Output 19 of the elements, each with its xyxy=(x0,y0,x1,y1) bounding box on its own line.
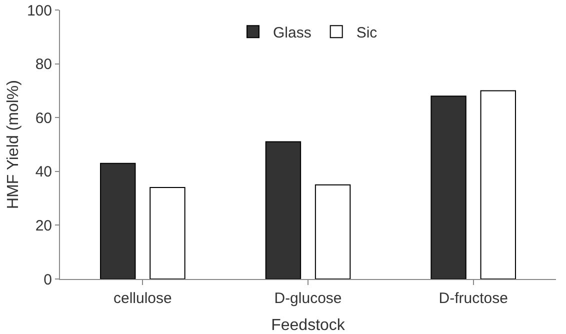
y-tick-label: 0 xyxy=(44,271,52,288)
y-tick-label: 40 xyxy=(35,164,52,181)
y-tick-label: 20 xyxy=(35,217,52,234)
bar xyxy=(150,187,186,279)
legend-label: Sic xyxy=(356,24,378,42)
legend-label: Glass xyxy=(273,24,312,42)
y-tick-label: 100 xyxy=(26,2,52,20)
y-tick-label: 80 xyxy=(35,56,52,74)
x-tick-label: D-glucose xyxy=(274,290,342,307)
bar xyxy=(430,96,466,279)
bar xyxy=(480,90,516,279)
y-tick-label: 60 xyxy=(35,110,52,127)
x-tick-label: D-fructose xyxy=(438,290,508,307)
y-axis-title: HMF Yield (mol%) xyxy=(5,80,22,209)
bar xyxy=(314,184,351,279)
x-axis-title: Feedstock xyxy=(271,317,346,334)
x-tick-label: cellulose xyxy=(113,290,172,307)
bar xyxy=(100,162,136,279)
bar xyxy=(265,141,302,279)
